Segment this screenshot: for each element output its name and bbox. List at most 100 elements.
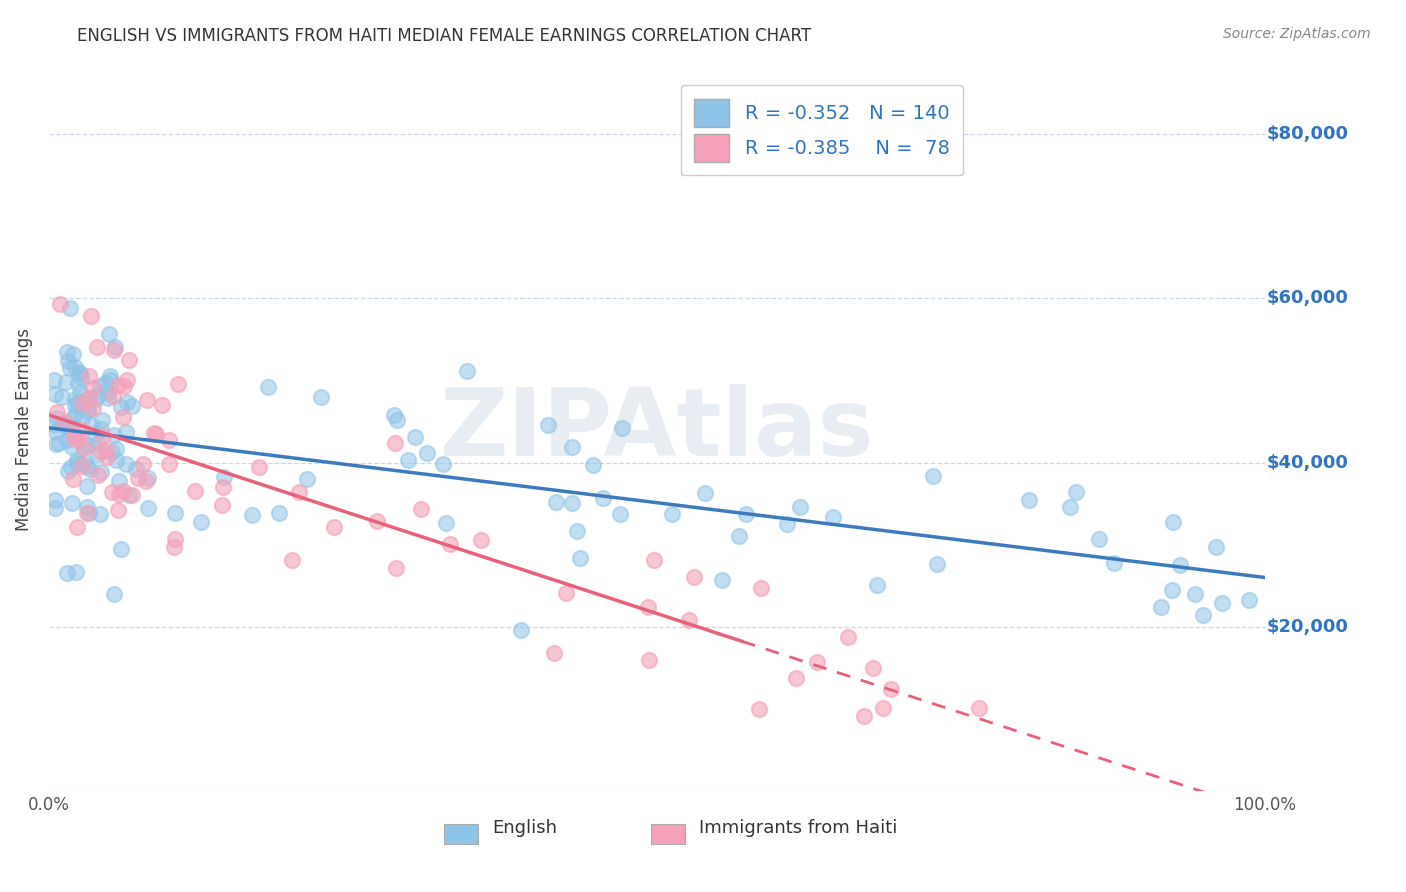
Point [69, 457, 91, 471]
Point [44, 500, 66, 515]
Point [91, 429, 114, 443]
Point [879, 682, 901, 697]
Point [80, 309, 103, 323]
Point [45, 425, 67, 439]
Point [115, 373, 138, 387]
Point [59, 301, 82, 315]
Point [44, 493, 66, 508]
Point [45, 436, 67, 450]
FancyBboxPatch shape [444, 823, 478, 844]
Point [212, 480, 235, 494]
Point [56, 464, 79, 478]
Point [73, 441, 96, 455]
Point [135, 392, 157, 407]
Point [309, 390, 332, 404]
FancyBboxPatch shape [651, 823, 685, 844]
Point [107, 502, 129, 516]
Point [582, 458, 605, 473]
Point [295, 472, 318, 486]
Point [56, 566, 79, 580]
Point [77, 506, 100, 520]
Point [67, 434, 90, 448]
Point [280, 553, 302, 567]
Point [384, 435, 406, 450]
Point [72, 439, 94, 453]
Point [456, 364, 478, 378]
Point [115, 457, 138, 471]
Point [77, 369, 100, 384]
Text: $40,000: $40,000 [1267, 454, 1348, 472]
Point [86, 446, 108, 460]
Point [44, 387, 66, 401]
Point [51, 417, 73, 431]
Point [59, 360, 82, 375]
Point [65, 406, 87, 420]
Point [86, 389, 108, 403]
Point [190, 515, 212, 529]
Point [76, 479, 98, 493]
Point [98, 373, 121, 387]
Point [70, 458, 93, 473]
Point [62, 471, 84, 485]
Point [76, 402, 98, 417]
Point [568, 551, 591, 566]
Point [661, 507, 683, 521]
Point [51, 390, 73, 404]
Point [67, 365, 90, 379]
Point [63, 431, 86, 445]
Point [60, 421, 83, 435]
Point [211, 499, 233, 513]
Point [212, 470, 235, 484]
Point [1211, 596, 1233, 610]
Text: ENGLISH VS IMMIGRANTS FROM HAITI MEDIAN FEMALE EARNINGS CORRELATION CHART: ENGLISH VS IMMIGRANTS FROM HAITI MEDIAN … [77, 27, 811, 45]
Point [872, 701, 894, 715]
Point [110, 401, 132, 415]
Point [135, 474, 157, 488]
Point [439, 537, 461, 551]
Point [56, 420, 79, 434]
Point [637, 600, 659, 615]
Point [66, 376, 89, 390]
Point [90, 412, 112, 426]
Point [1192, 607, 1215, 622]
Point [79, 417, 101, 432]
Point [127, 471, 149, 485]
Point [470, 533, 492, 547]
Point [728, 529, 751, 543]
Point [101, 485, 124, 500]
Point [105, 453, 128, 467]
Point [79, 461, 101, 475]
Point [103, 428, 125, 442]
Point [536, 418, 558, 433]
Point [432, 458, 454, 472]
Point [1149, 600, 1171, 615]
Point [44, 417, 66, 432]
Point [87, 436, 110, 450]
Point [66, 519, 89, 533]
Point [82, 401, 104, 416]
Point [62, 347, 84, 361]
Point [76, 500, 98, 515]
Point [1184, 587, 1206, 601]
Point [107, 378, 129, 392]
Point [922, 469, 945, 483]
Point [404, 430, 426, 444]
Point [821, 509, 844, 524]
Point [546, 495, 568, 509]
Point [75, 454, 97, 468]
Point [543, 646, 565, 660]
Point [53, 415, 76, 429]
Point [63, 399, 86, 413]
Point [415, 446, 437, 460]
Point [136, 471, 159, 485]
Point [94, 376, 117, 391]
Point [554, 586, 576, 600]
Point [97, 392, 120, 406]
Point [643, 552, 665, 566]
Point [97, 385, 120, 400]
Point [409, 501, 432, 516]
Point [862, 661, 884, 675]
Point [76, 458, 98, 473]
Point [396, 453, 419, 467]
Point [115, 425, 138, 439]
